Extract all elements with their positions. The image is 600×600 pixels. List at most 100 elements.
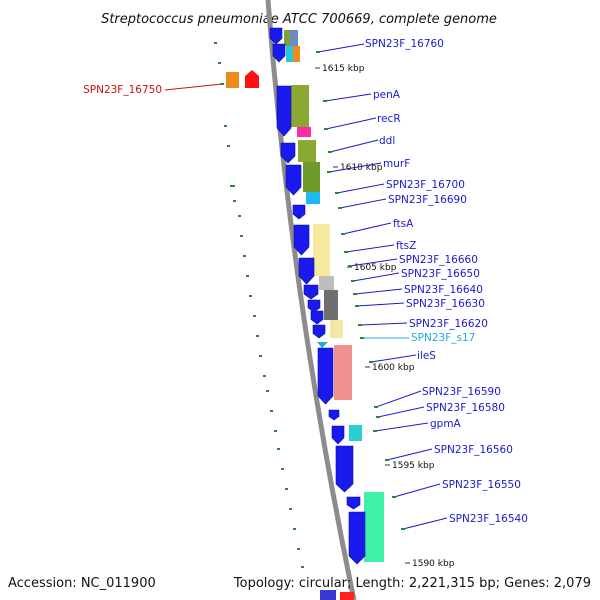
gene-arrows: [226, 27, 366, 600]
feature-block: [364, 492, 384, 562]
feature-blocks: [284, 30, 384, 562]
gene-label[interactable]: SPN23F_16640: [404, 284, 483, 296]
gene-label[interactable]: SPN23F_16630: [406, 298, 485, 310]
scale-ticks: 1615 kbp 1610 kbp 1605 kbp 1600 kbp 1595 kbp…: [315, 64, 455, 569]
gc-dot: [243, 255, 246, 257]
gc-dot: [293, 528, 296, 530]
gc-dot: [253, 315, 256, 317]
feature-block: [349, 425, 362, 441]
gene-leader-line: [375, 390, 422, 408]
gene-anchor-dot: [327, 171, 331, 173]
feature-block: [306, 192, 320, 204]
gene-label[interactable]: SPN23F_16560: [434, 444, 513, 456]
gene-label[interactable]: penA: [373, 89, 401, 101]
gene-leader-line: [329, 139, 379, 153]
gene-arrow[interactable]: [335, 445, 354, 493]
rna-arrow[interactable]: [317, 342, 328, 348]
gc-dot: [301, 566, 304, 568]
gene-label[interactable]: ftsA: [393, 218, 414, 230]
genome-summary-text: Topology: circular; Length: 2,221,315 bp…: [233, 576, 591, 591]
feature-block: [284, 30, 292, 46]
gene-leader-line: [359, 322, 408, 326]
gene-anchor-dot: [360, 337, 364, 339]
feature-block: [297, 127, 311, 137]
gene-arrow[interactable]: [346, 496, 361, 510]
gc-dot: [240, 235, 243, 237]
feature-block: [303, 162, 320, 192]
gene-label[interactable]: murF: [383, 158, 410, 170]
gene-arrow[interactable]: [292, 204, 306, 220]
gene-arrow-bottom[interactable]: [320, 590, 336, 600]
gene-leader-line: [402, 517, 448, 530]
gene-anchor-dot: [373, 430, 377, 432]
gene-label[interactable]: SPN23F_16760: [365, 38, 444, 50]
gene-anchor-dot: [328, 151, 332, 153]
feature-block: [324, 290, 338, 320]
gene-anchor-dot: [376, 416, 380, 418]
gene-arrow[interactable]: [293, 224, 310, 256]
gc-dot: [249, 295, 252, 297]
gene-leader-line: [386, 448, 433, 461]
gc-dot: [218, 62, 221, 64]
gene-arrow-16750[interactable]: [245, 70, 259, 88]
gene-leader-line: [339, 198, 387, 209]
gene-block-bottom[interactable]: [340, 592, 354, 600]
gene-anchor-dot: [385, 459, 389, 461]
gc-dot: [246, 275, 249, 277]
gene-label[interactable]: SPN23F_16580: [426, 402, 505, 414]
gene-arrow[interactable]: [317, 347, 334, 405]
gene-label[interactable]: SPN23F_16660: [399, 254, 478, 266]
gc-dot: [263, 375, 266, 377]
gene-label[interactable]: SPN23F_16690: [388, 194, 467, 206]
gene-arrow[interactable]: [280, 142, 296, 164]
gene-arrow[interactable]: [331, 425, 345, 445]
gc-dot: [233, 200, 236, 202]
gene-leader-line: [342, 222, 392, 235]
scale-tick-label: 1615 kbp: [322, 64, 365, 74]
gene-anchor-dot: [341, 233, 345, 235]
gene-anchor-dot: [374, 406, 378, 408]
gene-arrow[interactable]: [348, 511, 366, 565]
gene-label[interactable]: SPN23F_16750: [83, 84, 162, 96]
gc-dot: [214, 42, 217, 44]
gene-label[interactable]: SPN23F_16620: [409, 318, 488, 330]
gc-dot: [238, 215, 241, 217]
gene-anchor-dot: [355, 305, 359, 307]
gene-leader-line: [324, 93, 372, 102]
gene-label[interactable]: ftsZ: [396, 240, 416, 252]
gene-arrow[interactable]: [285, 164, 302, 196]
gene-label[interactable]: ileS: [417, 350, 436, 362]
gene-label[interactable]: SPN23F_16540: [449, 513, 528, 525]
gene-arrow[interactable]: [310, 310, 324, 325]
gene-arrow[interactable]: [272, 43, 286, 63]
gene-leader-line: [164, 83, 223, 91]
gene-label[interactable]: gpmA: [430, 418, 462, 430]
gene-leader-line: [356, 302, 405, 307]
gene-arrow[interactable]: [307, 299, 321, 313]
gene-arrow[interactable]: [269, 27, 283, 45]
gene-label[interactable]: SPN23F_s17: [411, 332, 475, 344]
gene-anchor-dot: [335, 192, 339, 194]
scale-tick-label: 1605 kbp: [354, 263, 397, 273]
gene-label[interactable]: SPN23F_16650: [401, 268, 480, 280]
gene-label[interactable]: SPN23F_16590: [422, 386, 501, 398]
gene-arrow[interactable]: [328, 409, 340, 421]
gene-arrow[interactable]: [303, 284, 319, 300]
gene-arrow[interactable]: [298, 257, 315, 285]
gene-arrow[interactable]: [312, 324, 326, 339]
feature-block: [293, 46, 300, 62]
gene-arrow[interactable]: [276, 85, 292, 137]
gene-anchor-dot: [316, 51, 320, 53]
gene-block-16750[interactable]: [226, 72, 239, 88]
gc-dot: [259, 355, 262, 357]
feature-block: [291, 85, 309, 127]
gene-label[interactable]: recR: [377, 113, 401, 125]
gene-label[interactable]: ddl: [379, 135, 395, 147]
gc-dot: [227, 145, 230, 147]
gc-dot: [230, 185, 235, 187]
feature-block: [319, 276, 334, 290]
gene-label[interactable]: SPN23F_16550: [442, 479, 521, 491]
gene-label[interactable]: SPN23F_16700: [386, 179, 465, 191]
gene-leader-line: [377, 406, 425, 418]
